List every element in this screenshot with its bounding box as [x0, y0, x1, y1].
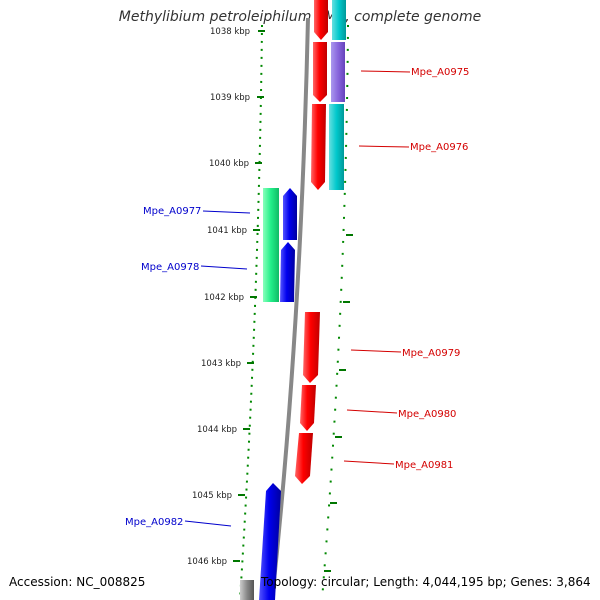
cds-forward-arrow	[314, 0, 328, 40]
label-connector	[343, 460, 395, 465]
cog-blocks	[240, 0, 346, 600]
cds-forward-arrow	[313, 42, 327, 102]
label-connector	[360, 70, 411, 73]
gene-label: Mpe_A0975	[411, 67, 469, 78]
accession-text: Accession: NC_008825	[9, 575, 146, 589]
label-connector	[200, 265, 248, 270]
tick-label: 1041 kbp	[207, 226, 247, 236]
cds-forward-arrow	[295, 433, 313, 484]
tick-label: 1039 kbp	[210, 93, 250, 103]
topology-text: Topology: circular; Length: 4,044,195 bp…	[261, 575, 591, 589]
label-connector	[346, 409, 398, 414]
gene-labels: Mpe_A0975 Mpe_A0976 Mpe_A0977 Mpe_A0978 …	[125, 67, 469, 528]
cds-forward-arrow	[311, 104, 326, 190]
gene-label: Mpe_A0981	[395, 460, 453, 471]
tick-label: 1040 kbp	[209, 159, 249, 169]
tick-label: 1045 kbp	[192, 491, 232, 501]
label-connector	[350, 349, 402, 353]
label-connector	[358, 145, 410, 148]
cog-block-cyan	[329, 104, 344, 190]
label-lines	[184, 70, 411, 527]
scale-tick-labels: 1038 kbp 1039 kbp 1040 kbp 1041 kbp 1042…	[187, 27, 250, 567]
tick-label: 1042 kbp	[204, 293, 244, 303]
gene-label: Mpe_A0982	[125, 517, 183, 528]
inner-dotted-ring	[321, 24, 349, 600]
cog-block-purple	[331, 42, 345, 102]
gene-label: Mpe_A0978	[141, 262, 199, 273]
gene-label: Mpe_A0979	[402, 348, 460, 359]
cds-reverse-arrow	[283, 188, 297, 240]
scale-dotted-ring	[239, 24, 263, 600]
cds-features	[259, 0, 328, 600]
cds-forward-arrow	[300, 385, 316, 431]
grey-block	[240, 580, 254, 600]
label-connector	[184, 520, 232, 527]
tick-label: 1043 kbp	[201, 359, 241, 369]
gene-label: Mpe_A0976	[410, 142, 468, 153]
cog-block-green	[263, 188, 279, 302]
tick-label: 1044 kbp	[197, 425, 237, 435]
gene-label: Mpe_A0977	[143, 206, 201, 217]
map-title: Methylibium petroleiphilum PM1, complete…	[118, 9, 482, 25]
cds-forward-arrow	[303, 312, 320, 383]
gene-label: Mpe_A0980	[398, 409, 456, 420]
tick-label: 1046 kbp	[187, 557, 227, 567]
cds-reverse-arrow	[280, 242, 295, 302]
label-connector	[202, 210, 251, 214]
tick-label: 1038 kbp	[210, 27, 250, 37]
scale-tick-marks	[233, 30, 353, 572]
cog-block-cyan	[332, 0, 346, 40]
backbone-ring	[270, 17, 310, 600]
cds-reverse-arrow	[259, 483, 281, 600]
